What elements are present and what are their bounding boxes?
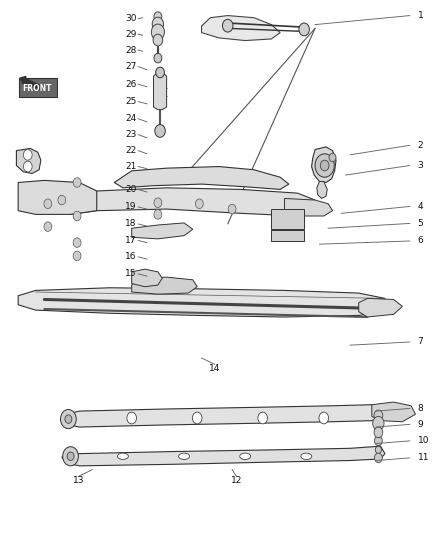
Text: 13: 13: [73, 477, 84, 486]
Polygon shape: [62, 188, 315, 216]
Polygon shape: [18, 180, 97, 214]
Circle shape: [228, 204, 236, 214]
Circle shape: [319, 412, 328, 424]
Polygon shape: [311, 147, 336, 182]
Polygon shape: [132, 269, 162, 287]
Circle shape: [155, 125, 165, 138]
Text: 3: 3: [418, 161, 424, 170]
Text: 28: 28: [125, 46, 137, 55]
Bar: [272, 209, 304, 229]
Text: 12: 12: [231, 477, 242, 486]
Polygon shape: [372, 402, 416, 422]
Polygon shape: [132, 277, 197, 294]
Polygon shape: [201, 15, 280, 41]
Circle shape: [65, 415, 72, 423]
Text: 25: 25: [125, 97, 137, 106]
Circle shape: [195, 199, 203, 208]
FancyArrow shape: [20, 76, 42, 91]
Circle shape: [155, 67, 164, 78]
Circle shape: [73, 238, 81, 247]
Polygon shape: [359, 298, 403, 317]
Text: 27: 27: [125, 62, 137, 71]
Circle shape: [154, 209, 162, 219]
Circle shape: [320, 160, 329, 171]
Circle shape: [151, 24, 164, 40]
Circle shape: [223, 19, 233, 32]
Circle shape: [154, 12, 162, 21]
Circle shape: [73, 211, 81, 221]
Text: 20: 20: [125, 185, 137, 194]
Ellipse shape: [240, 453, 251, 459]
Polygon shape: [285, 198, 332, 216]
Text: 5: 5: [418, 219, 424, 228]
Text: 10: 10: [418, 437, 429, 446]
Circle shape: [154, 198, 162, 207]
Circle shape: [374, 427, 383, 438]
Circle shape: [374, 453, 382, 463]
Circle shape: [73, 177, 81, 187]
Ellipse shape: [179, 453, 190, 459]
Polygon shape: [18, 288, 385, 317]
Text: 9: 9: [418, 420, 424, 429]
Polygon shape: [16, 149, 41, 173]
Circle shape: [192, 412, 202, 424]
Text: 29: 29: [125, 30, 137, 39]
Text: 30: 30: [125, 14, 137, 23]
Circle shape: [58, 195, 66, 205]
Ellipse shape: [301, 453, 312, 459]
Text: 11: 11: [418, 454, 429, 463]
Circle shape: [375, 446, 381, 454]
Text: 1: 1: [418, 11, 424, 20]
Circle shape: [63, 447, 78, 466]
Polygon shape: [132, 223, 193, 239]
Text: 2: 2: [418, 141, 423, 150]
Circle shape: [373, 416, 384, 430]
Circle shape: [152, 17, 163, 31]
Text: 18: 18: [125, 220, 137, 229]
Text: 8: 8: [418, 404, 424, 413]
Circle shape: [299, 23, 309, 36]
Circle shape: [329, 154, 336, 162]
Circle shape: [73, 251, 81, 261]
Text: 22: 22: [125, 146, 136, 155]
Text: 16: 16: [125, 253, 137, 261]
Circle shape: [154, 53, 162, 63]
Bar: [272, 230, 304, 241]
Polygon shape: [62, 446, 385, 466]
Text: 6: 6: [418, 237, 424, 246]
Text: FRONT: FRONT: [22, 84, 52, 93]
Text: 19: 19: [125, 203, 137, 212]
Text: 7: 7: [418, 337, 424, 346]
Polygon shape: [62, 405, 381, 427]
Circle shape: [44, 222, 52, 231]
Text: 23: 23: [125, 130, 137, 139]
Text: 14: 14: [209, 365, 220, 373]
Circle shape: [374, 410, 383, 421]
Circle shape: [258, 412, 268, 424]
Circle shape: [315, 154, 334, 177]
Circle shape: [374, 436, 382, 446]
Polygon shape: [114, 166, 289, 189]
Text: 21: 21: [125, 162, 137, 171]
Circle shape: [127, 412, 137, 424]
Circle shape: [153, 34, 162, 46]
Text: 4: 4: [418, 202, 423, 211]
Bar: [19, 78, 57, 98]
Circle shape: [67, 452, 74, 461]
Polygon shape: [153, 74, 166, 110]
Text: 26: 26: [125, 79, 137, 88]
Circle shape: [44, 199, 52, 208]
Circle shape: [23, 150, 32, 160]
Circle shape: [23, 161, 32, 172]
Polygon shape: [317, 181, 327, 198]
Ellipse shape: [117, 453, 128, 459]
Text: 24: 24: [125, 114, 136, 123]
Text: 15: 15: [125, 270, 137, 278]
Text: 17: 17: [125, 236, 137, 245]
Circle shape: [60, 409, 76, 429]
